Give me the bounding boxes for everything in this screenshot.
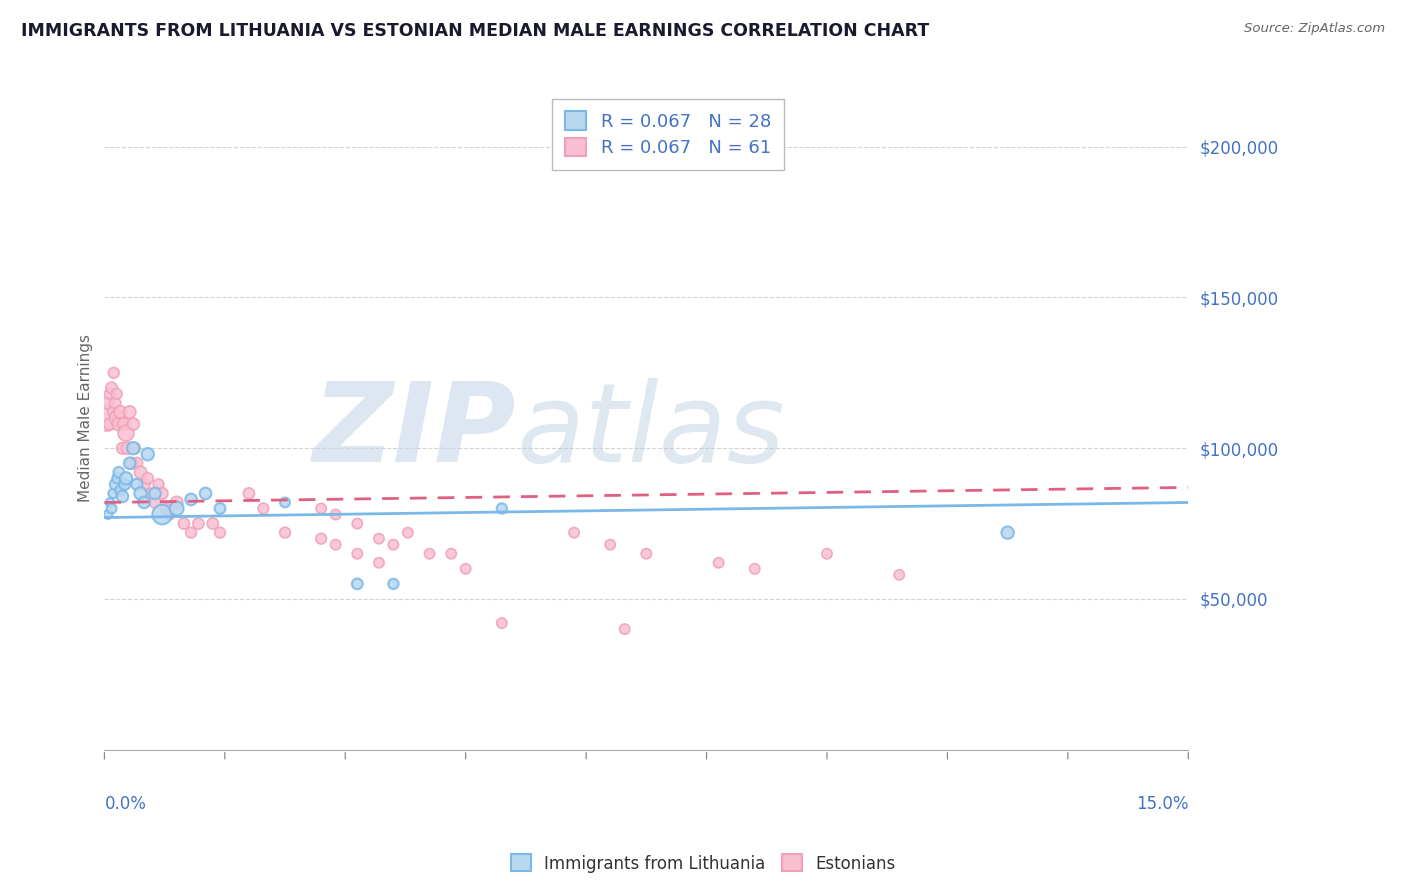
Text: Source: ZipAtlas.com: Source: ZipAtlas.com (1244, 22, 1385, 36)
Point (118, 405, 141, 419)
Legend: R = 0.067   N = 28, R = 0.067   N = 61: R = 0.067 N = 28, R = 0.067 N = 61 (553, 99, 783, 169)
Point (166, 495, 188, 509)
Point (108, 466, 131, 480)
Point (382, 538, 405, 552)
Point (105, 387, 128, 401)
Point (98, 387, 121, 401)
Point (599, 538, 621, 552)
Point (274, 525, 297, 540)
Point (636, 547, 658, 561)
Point (100, 501, 122, 516)
Point (368, 556, 391, 570)
Text: atlas: atlas (516, 378, 785, 485)
Point (121, 456, 143, 470)
Point (97, 508, 120, 522)
Legend: Immigrants from Lithuania, Estonians: Immigrants from Lithuania, Estonians (503, 847, 903, 880)
Point (101, 486, 124, 500)
Point (105, 411, 128, 425)
Point (105, 471, 128, 485)
Point (325, 538, 347, 552)
Point (368, 532, 391, 546)
Point (143, 495, 166, 509)
Point (150, 508, 173, 522)
Point (96, 411, 118, 425)
Text: 15.0%: 15.0% (1136, 795, 1188, 813)
Point (208, 501, 231, 516)
Point (98, 417, 121, 431)
Point (346, 577, 368, 591)
Point (104, 477, 127, 491)
Point (136, 447, 159, 461)
Point (325, 508, 347, 522)
Point (110, 483, 132, 498)
Point (396, 525, 419, 540)
Point (194, 486, 217, 500)
Point (122, 417, 145, 431)
Point (124, 441, 146, 455)
Point (815, 547, 838, 561)
Point (111, 441, 134, 455)
Point (98, 495, 121, 509)
Point (346, 547, 368, 561)
Point (125, 456, 148, 470)
Point (744, 562, 766, 576)
Point (346, 516, 368, 531)
Point (238, 486, 260, 500)
Point (125, 477, 148, 491)
Text: 0.0%: 0.0% (104, 795, 146, 813)
Point (252, 501, 274, 516)
Point (562, 525, 585, 540)
Point (112, 417, 135, 431)
Point (111, 490, 134, 504)
Point (100, 381, 122, 395)
Point (115, 471, 138, 485)
Point (114, 477, 136, 491)
Point (143, 486, 166, 500)
Point (141, 486, 163, 500)
Point (129, 486, 152, 500)
Point (180, 492, 202, 507)
Point (150, 486, 173, 500)
Point (419, 547, 441, 561)
Point (173, 516, 195, 531)
Point (148, 477, 170, 491)
Point (440, 547, 463, 561)
Point (707, 556, 730, 570)
Point (382, 577, 405, 591)
Point (117, 441, 139, 455)
Point (613, 622, 636, 636)
Point (309, 501, 332, 516)
Point (136, 471, 159, 485)
Point (454, 562, 477, 576)
Point (208, 525, 231, 540)
Point (97, 396, 120, 410)
Point (108, 417, 131, 431)
Text: ZIP: ZIP (312, 378, 516, 485)
Point (118, 456, 141, 470)
Point (157, 508, 180, 522)
Point (274, 495, 297, 509)
Point (889, 567, 911, 582)
Point (110, 405, 132, 419)
Point (201, 516, 224, 531)
Point (101, 405, 124, 419)
Point (180, 525, 202, 540)
Text: IMMIGRANTS FROM LITHUANIA VS ESTONIAN MEDIAN MALE EARNINGS CORRELATION CHART: IMMIGRANTS FROM LITHUANIA VS ESTONIAN ME… (21, 22, 929, 40)
Point (122, 441, 145, 455)
Point (104, 396, 127, 410)
Point (129, 466, 152, 480)
Point (187, 516, 209, 531)
Point (134, 495, 156, 509)
Point (309, 532, 332, 546)
Point (491, 616, 513, 631)
Y-axis label: Median Male Earnings: Median Male Earnings (79, 334, 93, 502)
Point (103, 366, 125, 380)
Point (134, 477, 156, 491)
Point (115, 426, 138, 441)
Point (155, 501, 177, 516)
Point (166, 501, 188, 516)
Point (491, 501, 513, 516)
Point (997, 525, 1019, 540)
